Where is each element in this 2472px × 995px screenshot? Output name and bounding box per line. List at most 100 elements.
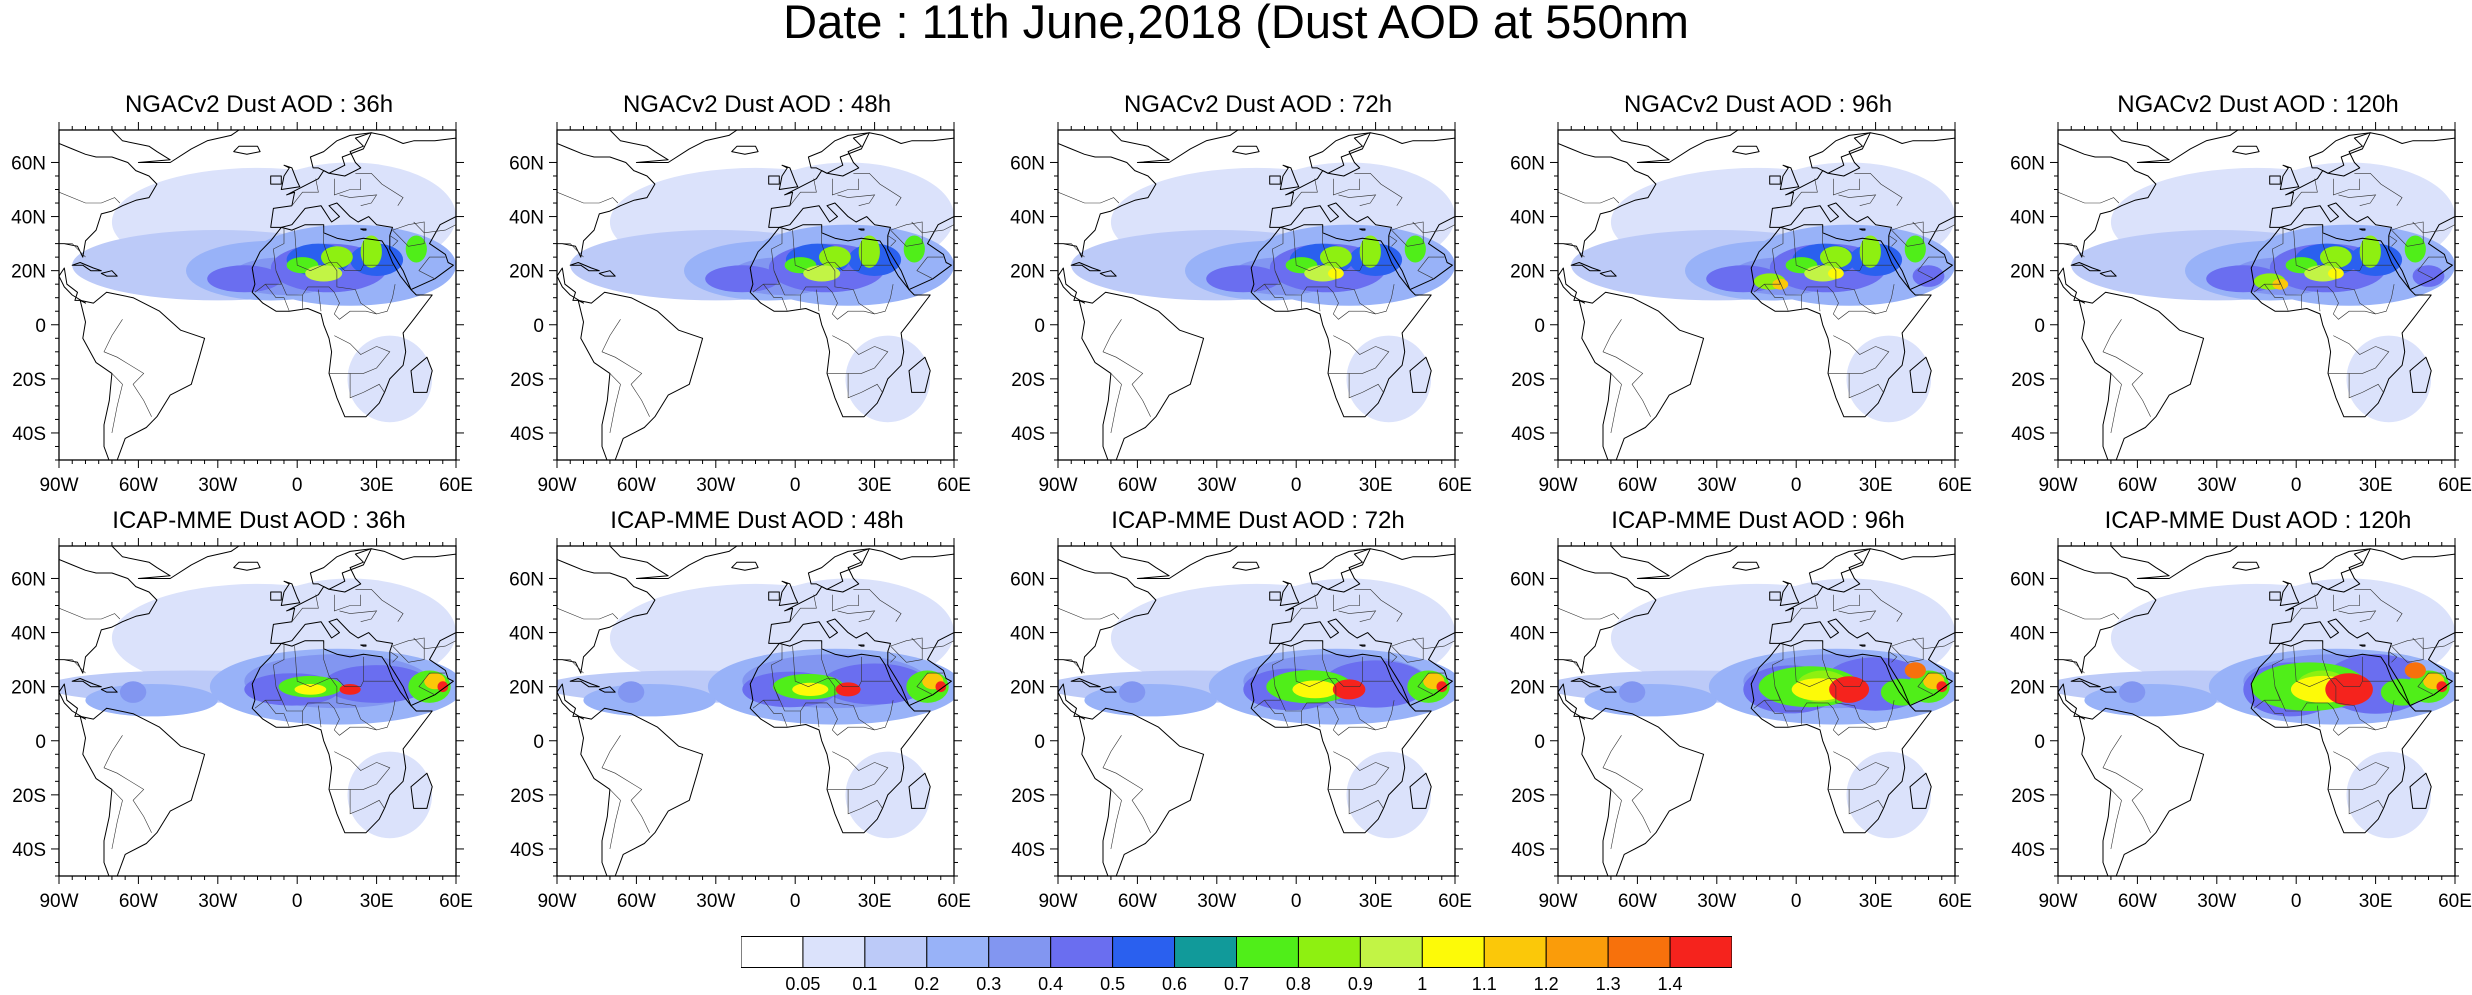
country-border [789, 178, 817, 206]
panel-title: NGACv2 Dust AOD : 48h [622, 91, 892, 118]
country-border [1790, 178, 1818, 206]
aod-contour [405, 235, 427, 263]
coastline [1078, 707, 1205, 876]
country-border [355, 173, 404, 206]
country-border [1822, 643, 1895, 731]
lon-tick-label: 60E [2438, 475, 2472, 496]
coastline [1909, 356, 1932, 393]
coastline [1279, 580, 1300, 606]
lat-tick-label: 40N [2010, 208, 2045, 229]
country-border [2322, 643, 2395, 731]
lon-tick-label: 60E [1938, 475, 1972, 496]
colorbar-swatch [1112, 936, 1176, 968]
aod-contour [803, 265, 841, 282]
aod-contour [2084, 684, 2217, 717]
aod-contour [583, 684, 716, 717]
lat-tick-label: 20N [1010, 678, 1045, 699]
coastline [2058, 267, 2085, 304]
coastline [1578, 291, 1705, 460]
lat-tick-label: 60N [509, 569, 544, 590]
lat-tick-label: 20N [1510, 678, 1545, 699]
country-border [1817, 705, 1821, 728]
country-border [2058, 659, 2085, 674]
lat-tick-label: 20S [1011, 370, 1045, 391]
coastline [557, 143, 656, 258]
panel-title: ICAP-MME Dust AOD : 36h [112, 507, 406, 534]
lon-tick-label: 0 [1291, 891, 1302, 912]
country-border [609, 789, 621, 850]
country-border [1333, 178, 1360, 196]
coastline [1110, 546, 1239, 579]
country-border [1391, 221, 1424, 247]
coastline [270, 175, 282, 185]
lat-tick-label: 60N [11, 153, 46, 174]
lon-tick-label: 0 [1291, 475, 1302, 496]
colorbar-label: 0.9 [1347, 974, 1373, 994]
coastline [2070, 262, 2101, 272]
coastline [71, 678, 102, 688]
country-border [323, 643, 396, 731]
panel-title: ICAP-MME Dust AOD : 72h [1111, 507, 1405, 534]
lat-tick-label: 60N [1510, 153, 1545, 174]
aod-contour [1880, 678, 1924, 706]
country-border [890, 221, 923, 247]
country-border [1290, 594, 1318, 622]
country-border [887, 651, 897, 663]
lon-tick-label: 60W [617, 475, 656, 496]
coastline [59, 143, 158, 258]
country-border [275, 270, 377, 320]
country-border [890, 637, 923, 663]
country-border [1764, 700, 1789, 728]
colorbar-swatch [1421, 936, 1485, 968]
aod-contour [792, 682, 829, 696]
country-border [1602, 319, 1651, 417]
lon-tick-label: 60E [1438, 891, 1472, 912]
country-border [2290, 178, 2318, 206]
coastline [1779, 164, 1800, 190]
colorbar-label: 0.7 [1223, 974, 1250, 994]
lat-tick-label: 20N [509, 678, 544, 699]
lon-tick-label: 60W [617, 891, 656, 912]
country-border [1917, 256, 1945, 280]
lat-tick-label: 0 [35, 316, 46, 337]
country-border [1891, 637, 1924, 663]
lon-tick-label: 60W [1118, 891, 1157, 912]
coastline [309, 548, 372, 590]
country-border [2274, 270, 2376, 320]
dust-aod-map: 90W 60W 30W 0 30E 60E 60N 40N 20N 0 20S 40S [11, 122, 473, 496]
country-border [2388, 235, 2398, 247]
coastline [1099, 270, 1117, 277]
lon-tick-label: 30E [1359, 475, 1393, 496]
lat-tick-label: 60N [11, 569, 46, 590]
coastline [778, 164, 799, 190]
country-border [1110, 373, 1122, 434]
country-border [2348, 373, 2384, 399]
country-border [2328, 335, 2390, 374]
lon-tick-label: 90W [1038, 475, 1077, 496]
country-border [773, 686, 875, 736]
coastline [410, 356, 433, 393]
lon-tick-label: 30W [198, 891, 237, 912]
country-border [339, 610, 378, 622]
colorbar-swatch [802, 936, 866, 968]
country-border [2338, 610, 2377, 622]
coastline [2409, 772, 2432, 809]
country-border [2058, 243, 2085, 258]
lat-tick-label: 0 [1534, 732, 1545, 753]
panel-title: NGACv2 Dust AOD : 120h [2117, 91, 2399, 118]
country-border [2274, 686, 2376, 736]
coastline [2058, 559, 2157, 674]
coastline [59, 683, 86, 720]
coastline [768, 591, 780, 601]
panel-title: ICAP-MME Dust AOD : 96h [1611, 507, 1905, 534]
aod-contour [2436, 681, 2448, 693]
coastline [1779, 580, 1800, 606]
country-border [2322, 227, 2395, 315]
aod-contour [1292, 680, 1338, 699]
country-border [334, 178, 361, 196]
country-border [2264, 284, 2289, 312]
country-border [2058, 191, 2120, 204]
country-border [1848, 373, 1884, 399]
country-border [1793, 230, 1863, 272]
coastline [100, 686, 118, 693]
